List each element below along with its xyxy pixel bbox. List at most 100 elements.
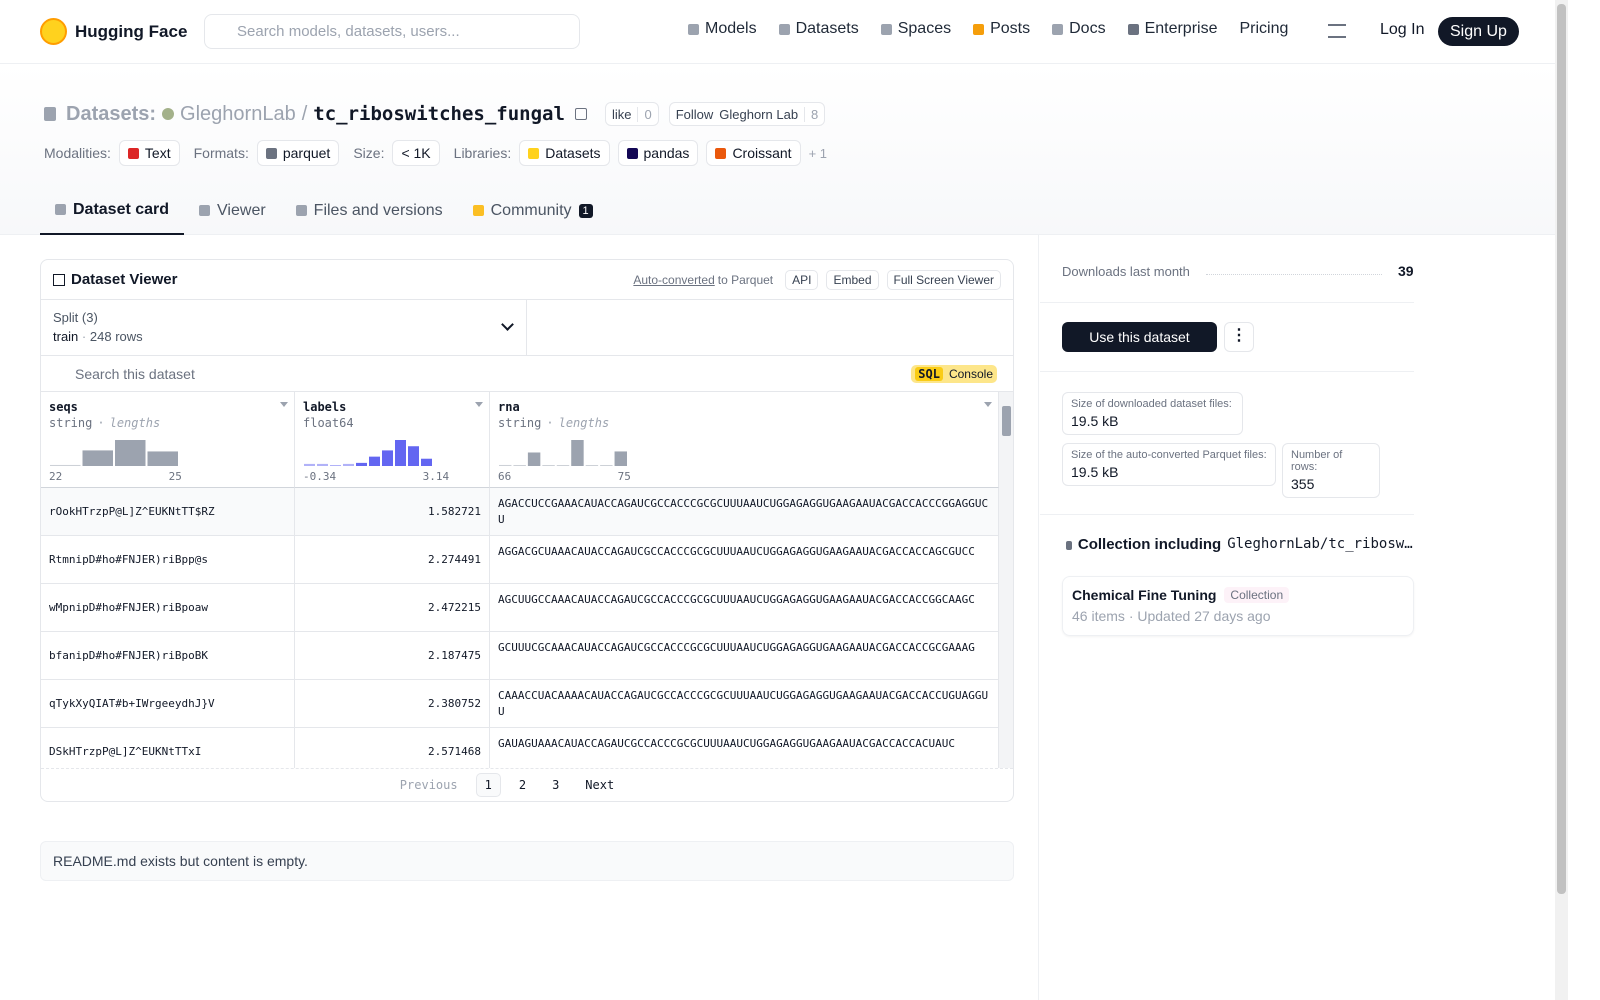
tag-text[interactable]: parquet — [282, 145, 331, 161]
owner[interactable]: GleghornLab — [180, 102, 296, 125]
histogram-bar[interactable] — [147, 451, 179, 466]
tag-chip[interactable]: parquet — [256, 140, 340, 166]
histogram-bar[interactable] — [408, 446, 419, 466]
embed-button[interactable]: Embed — [826, 269, 879, 290]
cell[interactable]: rOokHTrzpP@L]Z^EUKNtTT$RZ — [41, 488, 295, 536]
auto-converted[interactable]: Auto-converted — [633, 272, 715, 287]
page-number[interactable]: 3 — [552, 778, 560, 792]
histogram[interactable] — [49, 438, 179, 466]
cell[interactable]: AGGACGCUAAACAUACCAGAUCGCCACCCGCGCUUUAAUC… — [490, 536, 999, 584]
nav-link[interactable]: Posts — [973, 20, 1030, 38]
tag-chip[interactable]: < 1K — [392, 140, 440, 166]
histogram-bar[interactable] — [571, 440, 584, 466]
search-placeholder[interactable]: Search this dataset — [75, 365, 195, 382]
tag-text[interactable]: Text — [144, 145, 171, 161]
histogram-bar[interactable] — [421, 458, 432, 466]
histogram-bar[interactable] — [343, 463, 354, 466]
histogram-bar[interactable] — [330, 465, 341, 466]
follow-label[interactable]: Follow — [675, 106, 714, 122]
sql-label[interactable]: SQL — [915, 366, 943, 381]
brand[interactable]: Hugging Face — [40, 18, 187, 45]
nav-link-text[interactable]: Docs — [1069, 20, 1106, 37]
split-select[interactable]: Split (3) train · 248 rows — [41, 300, 527, 355]
like-label[interactable]: like — [611, 106, 632, 122]
histogram-bar[interactable] — [600, 465, 613, 466]
sort-icon[interactable] — [984, 402, 992, 411]
cell[interactable]: qTykXyQIAT#b+IWrgeeydhJ}V — [41, 680, 295, 728]
sort-icon[interactable] — [475, 402, 483, 411]
histogram-bar[interactable] — [556, 465, 570, 466]
cell[interactable]: 2.380752 — [295, 680, 490, 728]
tag-text[interactable]: pandas — [643, 145, 690, 161]
nav-link-text[interactable]: Datasets — [795, 20, 859, 37]
cell[interactable]: 2.274491 — [295, 536, 490, 584]
histogram-bar[interactable] — [513, 465, 526, 466]
histogram-bar[interactable] — [585, 465, 599, 466]
nav-link[interactable]: Datasets — [778, 20, 859, 38]
tag-chip[interactable]: Croissant — [706, 140, 801, 166]
collection-name[interactable]: Chemical Fine Tuning — [1072, 587, 1217, 603]
cell[interactable]: RtmnipD#ho#FNJER)riBpp@s — [41, 536, 295, 584]
dataset-name[interactable]: tc_riboswitches_fungal — [313, 103, 565, 125]
cell[interactable]: DSkHTrzpP@L]Z^EUKNtTTxI — [41, 728, 295, 768]
section[interactable]: Datasets: — [66, 102, 157, 125]
sort-icon[interactable] — [280, 402, 288, 411]
cell[interactable]: 2.187475 — [295, 632, 490, 680]
tab-label[interactable]: Viewer — [217, 201, 266, 219]
follow-name[interactable]: Gleghorn Lab — [719, 106, 799, 122]
histogram-bar[interactable] — [395, 440, 406, 466]
nav-link[interactable]: Pricing — [1239, 20, 1288, 38]
histogram-bar[interactable] — [356, 462, 367, 466]
follow-button[interactable]: Follow Gleghorn Lab 8 — [668, 102, 826, 126]
histogram[interactable] — [498, 438, 628, 466]
column-name[interactable]: seqs — [49, 400, 78, 414]
column-name[interactable]: labels — [303, 400, 347, 414]
column-name[interactable]: rna — [498, 400, 520, 414]
tab[interactable]: Dataset card — [40, 186, 185, 235]
nav-link-text[interactable]: Posts — [990, 20, 1031, 37]
cell[interactable]: 1.582721 — [295, 488, 490, 536]
nav-link[interactable]: Spaces — [880, 20, 952, 38]
fullscreen-button[interactable]: Full Screen Viewer — [886, 269, 1001, 290]
page-number[interactable]: 1 — [475, 773, 501, 797]
cell[interactable]: 2.472215 — [295, 584, 490, 632]
dataset-search[interactable]: Search this dataset SQL Console — [41, 356, 1013, 392]
nav-link-text[interactable]: Spaces — [897, 20, 952, 37]
menu-icon[interactable] — [1328, 24, 1346, 38]
histogram-bar[interactable] — [304, 463, 315, 466]
histogram-bar[interactable] — [542, 465, 555, 466]
histogram-bar[interactable] — [369, 456, 380, 466]
tag-chip[interactable]: Datasets — [519, 140, 610, 166]
sql-console[interactable]: SQL Console — [911, 364, 997, 383]
cell[interactable]: GCUUUCGCAAACAUACCAGAUCGCCACCCGCGCUUUAAUC… — [490, 632, 999, 680]
tab[interactable]: Community 1 — [458, 186, 608, 235]
tab[interactable]: Viewer — [184, 186, 281, 235]
next[interactable]: Next — [585, 778, 615, 792]
cell[interactable]: 2.571468 — [295, 728, 490, 768]
use-dataset[interactable]: Use this dataset — [1062, 322, 1217, 352]
tag-text[interactable]: Datasets — [545, 145, 601, 161]
tag-text[interactable]: Croissant — [732, 145, 792, 161]
cell[interactable]: AGACCUCCGAAACAUACCAGAUCGCCACCCGCGCUUUAAU… — [490, 488, 999, 536]
histogram-bar[interactable] — [50, 464, 81, 466]
tag-chip[interactable]: Text — [118, 140, 180, 166]
brand-name[interactable]: Hugging Face — [75, 21, 188, 41]
login[interactable]: Log In — [1380, 21, 1425, 38]
api-button[interactable]: API — [785, 269, 819, 290]
nav-link-text[interactable]: Enterprise — [1144, 20, 1218, 37]
more-menu[interactable]: ⋮ — [1224, 322, 1254, 352]
signup[interactable]: Sign Up — [1438, 17, 1519, 46]
cell[interactable]: AGCUUGCCAAACAUACCAGAUCGCCACCCGCGCUUUAAUC… — [490, 584, 999, 632]
nav-link-text[interactable]: Models — [705, 20, 757, 37]
nav-link[interactable]: Enterprise — [1127, 20, 1218, 38]
tab-label[interactable]: Community — [490, 201, 572, 219]
histogram[interactable] — [303, 438, 433, 466]
nav-link-text[interactable]: Pricing — [1239, 20, 1289, 37]
cell[interactable]: wMpnipD#ho#FNJER)riBpoaw — [41, 584, 295, 632]
histogram-bar[interactable] — [317, 463, 328, 466]
page-number[interactable]: 2 — [518, 778, 527, 792]
tag-text[interactable]: < 1K — [401, 145, 431, 161]
collection-card[interactable]: Chemical Fine Tuning Collection 46 items … — [1062, 576, 1414, 636]
grid-scroll-thumb[interactable] — [1002, 406, 1011, 436]
tag-chip[interactable]: pandas — [617, 140, 699, 166]
